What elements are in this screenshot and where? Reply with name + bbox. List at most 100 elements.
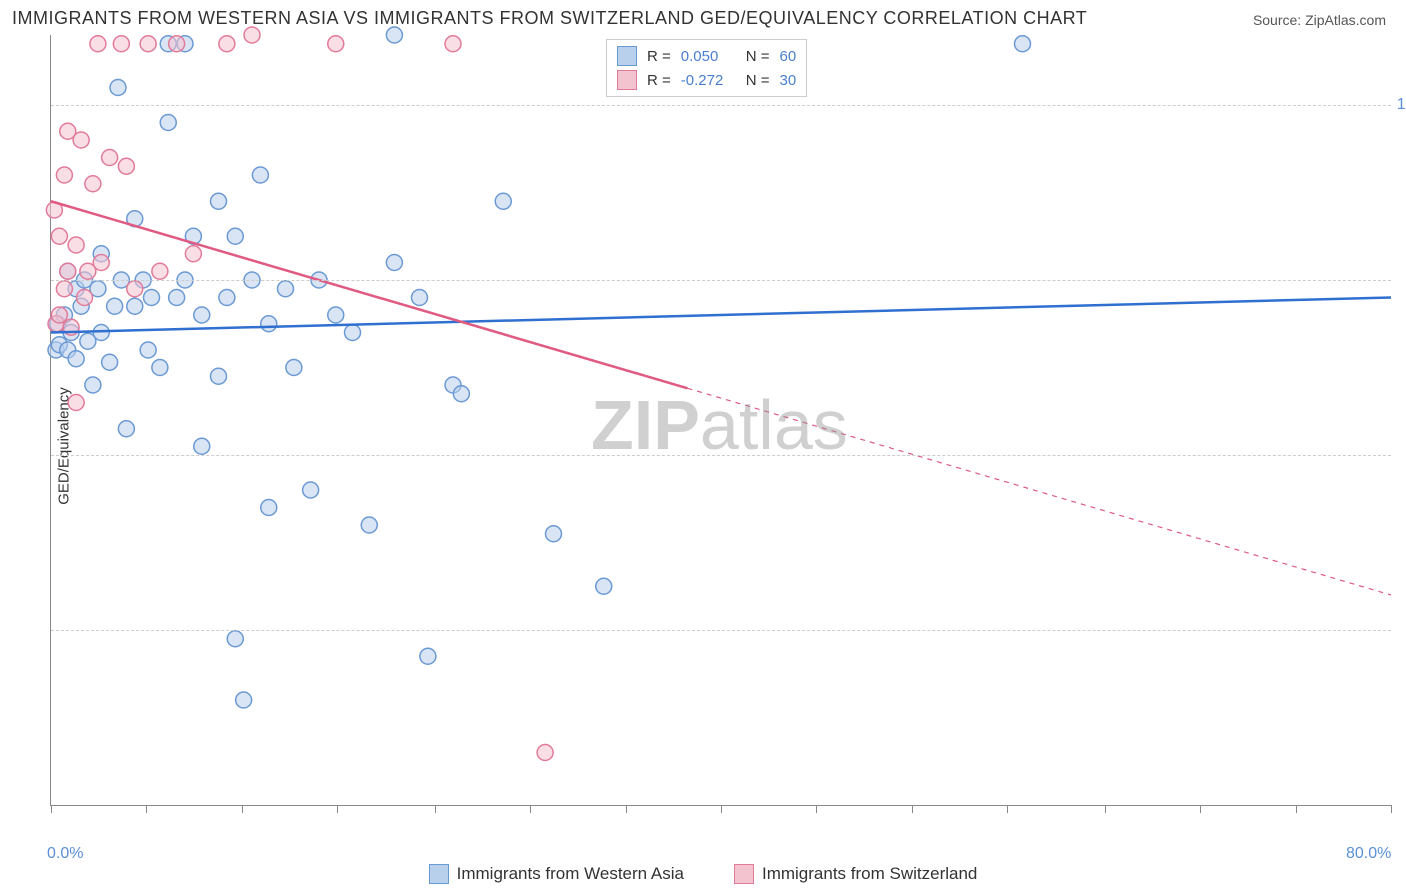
- data-point: [194, 307, 210, 323]
- trend-line: [51, 298, 1391, 333]
- x-tick: [626, 805, 627, 813]
- x-tick: [530, 805, 531, 813]
- data-point: [546, 526, 562, 542]
- x-tick: [912, 805, 913, 813]
- data-point: [219, 290, 235, 306]
- data-point: [110, 80, 126, 96]
- x-tick: [1200, 805, 1201, 813]
- legend-label: Immigrants from Switzerland: [762, 864, 977, 884]
- data-point: [537, 745, 553, 761]
- data-point: [596, 578, 612, 594]
- data-point: [453, 386, 469, 402]
- legend-label: Immigrants from Western Asia: [457, 864, 684, 884]
- legend-n-label: N =: [746, 72, 770, 89]
- data-point: [386, 255, 402, 271]
- data-point: [127, 281, 143, 297]
- data-point: [118, 158, 134, 174]
- data-point: [420, 648, 436, 664]
- data-point: [252, 167, 268, 183]
- y-tick-label: 70.0%: [1396, 621, 1406, 639]
- x-tick: [1391, 805, 1392, 813]
- data-point: [152, 360, 168, 376]
- data-point: [56, 167, 72, 183]
- data-point: [386, 27, 402, 43]
- legend-swatch: [734, 864, 754, 884]
- data-point: [85, 176, 101, 192]
- data-point: [303, 482, 319, 498]
- trend-line-extrapolated: [688, 388, 1392, 595]
- data-point: [227, 631, 243, 647]
- data-point: [194, 438, 210, 454]
- data-point: [102, 354, 118, 370]
- legend-swatch: [617, 70, 637, 90]
- plot-area: ZIPatlas R =0.050N =60R =-0.272N =30 70.…: [50, 35, 1391, 806]
- data-point: [140, 36, 156, 52]
- legend-n-value: 60: [780, 48, 797, 65]
- gridline-h: [51, 280, 1391, 281]
- data-point: [118, 421, 134, 437]
- legend-correlation: R =0.050N =60R =-0.272N =30: [606, 39, 807, 97]
- data-point: [219, 36, 235, 52]
- data-point: [51, 228, 67, 244]
- data-point: [278, 281, 294, 297]
- data-point: [107, 298, 123, 314]
- data-point: [113, 36, 129, 52]
- data-point: [211, 193, 227, 209]
- gridline-h: [51, 455, 1391, 456]
- data-point: [68, 395, 84, 411]
- data-point: [445, 36, 461, 52]
- legend-item: Immigrants from Western Asia: [429, 864, 684, 884]
- x-tick: [1296, 805, 1297, 813]
- legend-item: Immigrants from Switzerland: [734, 864, 977, 884]
- data-point: [85, 377, 101, 393]
- data-point: [261, 316, 277, 332]
- legend-r-label: R =: [647, 72, 671, 89]
- y-tick-label: 100.0%: [1396, 96, 1406, 114]
- x-tick: [242, 805, 243, 813]
- data-point: [328, 36, 344, 52]
- data-point: [127, 298, 143, 314]
- legend-n-value: 30: [780, 72, 797, 89]
- data-point: [73, 132, 89, 148]
- data-point: [51, 307, 67, 323]
- data-point: [328, 307, 344, 323]
- x-tick: [51, 805, 52, 813]
- data-point: [1015, 36, 1031, 52]
- legend-r-value: 0.050: [681, 48, 736, 65]
- data-point: [77, 290, 93, 306]
- data-point: [90, 36, 106, 52]
- y-tick-label: 80.0%: [1396, 446, 1406, 464]
- legend-swatch: [617, 46, 637, 66]
- legend-swatch: [429, 864, 449, 884]
- scatter-svg: [51, 35, 1391, 805]
- data-point: [211, 368, 227, 384]
- gridline-h: [51, 105, 1391, 106]
- chart-title: IMMIGRANTS FROM WESTERN ASIA VS IMMIGRAN…: [12, 8, 1087, 29]
- data-point: [102, 150, 118, 166]
- data-point: [169, 36, 185, 52]
- x-tick: [337, 805, 338, 813]
- legend-r-label: R =: [647, 48, 671, 65]
- legend-row: R =0.050N =60: [617, 44, 796, 68]
- x-tick: [1105, 805, 1106, 813]
- data-point: [144, 290, 160, 306]
- data-point: [56, 281, 72, 297]
- data-point: [361, 517, 377, 533]
- data-point: [345, 325, 361, 341]
- data-point: [169, 290, 185, 306]
- data-point: [286, 360, 302, 376]
- x-tick: [146, 805, 147, 813]
- data-point: [412, 290, 428, 306]
- data-point: [261, 500, 277, 516]
- data-point: [68, 237, 84, 253]
- data-point: [236, 692, 252, 708]
- data-point: [152, 263, 168, 279]
- x-tick: [1007, 805, 1008, 813]
- data-point: [244, 27, 260, 43]
- data-point: [495, 193, 511, 209]
- gridline-h: [51, 630, 1391, 631]
- data-point: [185, 246, 201, 262]
- source-attribution: Source: ZipAtlas.com: [1253, 12, 1386, 28]
- x-tick: [435, 805, 436, 813]
- data-point: [160, 115, 176, 131]
